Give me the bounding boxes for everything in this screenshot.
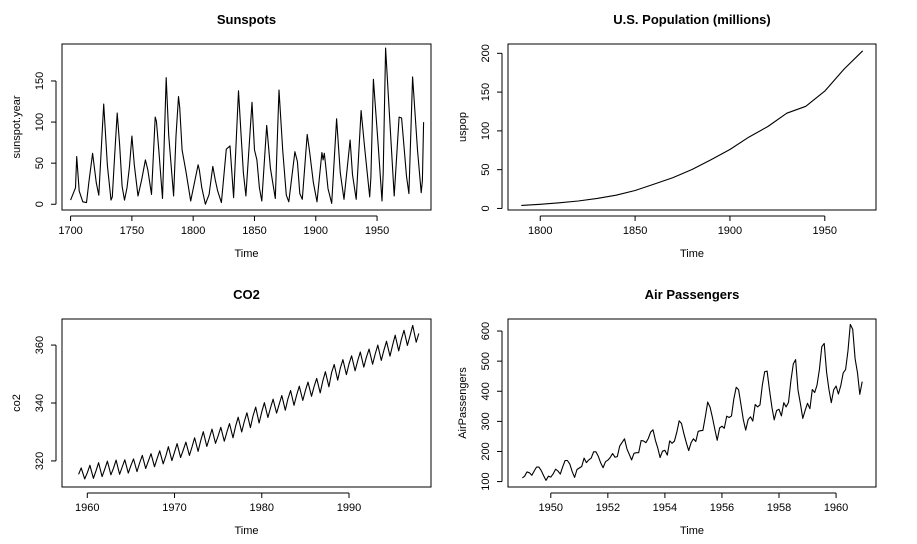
y-tick-label: 100 (34, 113, 46, 131)
chart-title: U.S. Population (millions) (613, 12, 770, 27)
y-tick-label: 400 (480, 382, 492, 400)
x-tick-label: 1954 (653, 502, 677, 514)
y-tick-label: 50 (34, 157, 46, 169)
x-axis-label: Time (234, 248, 258, 260)
x-tick-label: 1850 (242, 225, 266, 237)
x-tick-label: 1952 (596, 502, 620, 514)
y-tick-label: 150 (34, 72, 46, 90)
x-tick-label: 1800 (181, 225, 205, 237)
y-tick-label: 100 (480, 122, 492, 140)
x-tick-label: 1950 (539, 502, 563, 514)
y-axis-label: uspop (457, 112, 469, 142)
x-tick-label: 1970 (162, 502, 186, 514)
chart-title: CO2 (233, 287, 260, 302)
y-tick-label: 500 (480, 352, 492, 370)
chart-title: Sunspots (217, 12, 276, 27)
plot-frame (61, 318, 432, 488)
x-tick-label: 1960 (824, 502, 848, 514)
panel-air-passengers: Air Passengers 1950 1952 1954 1956 1958 1960 10… (457, 287, 877, 537)
y-tick-label: 360 (34, 336, 46, 354)
y-tick-label: 100 (480, 472, 492, 490)
x-tick-label: 1850 (623, 225, 647, 237)
y-tick-label: 0 (480, 205, 492, 211)
plot-frame (61, 43, 432, 211)
y-axis-label: AirPassengers (457, 367, 469, 439)
y-tick-label: 200 (480, 44, 492, 62)
x-tick-label: 1750 (120, 225, 144, 237)
series-line (521, 50, 864, 206)
series-line (78, 324, 420, 480)
x-tick-label: 1900 (304, 225, 328, 237)
x-axis-label: Time (680, 248, 704, 260)
x-tick-label: 1990 (337, 502, 361, 514)
y-tick-label: 300 (480, 412, 492, 430)
y-tick-label: 200 (480, 442, 492, 460)
x-axis-label: Time (680, 525, 704, 537)
y-tick-label: 150 (480, 83, 492, 101)
x-tick-label: 1950 (813, 225, 837, 237)
y-tick-label: 320 (34, 452, 46, 470)
x-axis-label: Time (234, 525, 258, 537)
plot-frame (507, 43, 877, 211)
x-tick-label: 1950 (365, 225, 389, 237)
x-tick-label: 1800 (528, 225, 552, 237)
y-axis-label: sunspot.year (11, 95, 23, 158)
x-tick-label: 1980 (250, 502, 274, 514)
x-tick-label: 1956 (710, 502, 734, 514)
x-tick-label: 1900 (718, 225, 742, 237)
y-axis-label: co2 (11, 394, 23, 412)
panel-us-population: U.S. Population (millions) 1800 1850 1900 19… (457, 12, 877, 260)
x-tick-label: 1960 (75, 502, 99, 514)
series-line (521, 323, 863, 481)
series-line (70, 47, 425, 205)
y-tick-label: 600 (480, 322, 492, 340)
x-tick-label: 1958 (767, 502, 791, 514)
chart-title: Air Passengers (645, 287, 740, 302)
y-tick-label: 50 (480, 164, 492, 176)
y-tick-label: 0 (34, 201, 46, 207)
x-tick-label: 1700 (58, 225, 82, 237)
plot-frame (507, 318, 877, 488)
panel-sunspots: Sunspots 1700 1750 1800 1850 1900 1950 0 50 100 15… (11, 12, 432, 260)
panel-co2: CO2 1960 1970 1980 1990 320 340 360 Time co2 (11, 287, 432, 537)
y-tick-label: 340 (34, 394, 46, 412)
